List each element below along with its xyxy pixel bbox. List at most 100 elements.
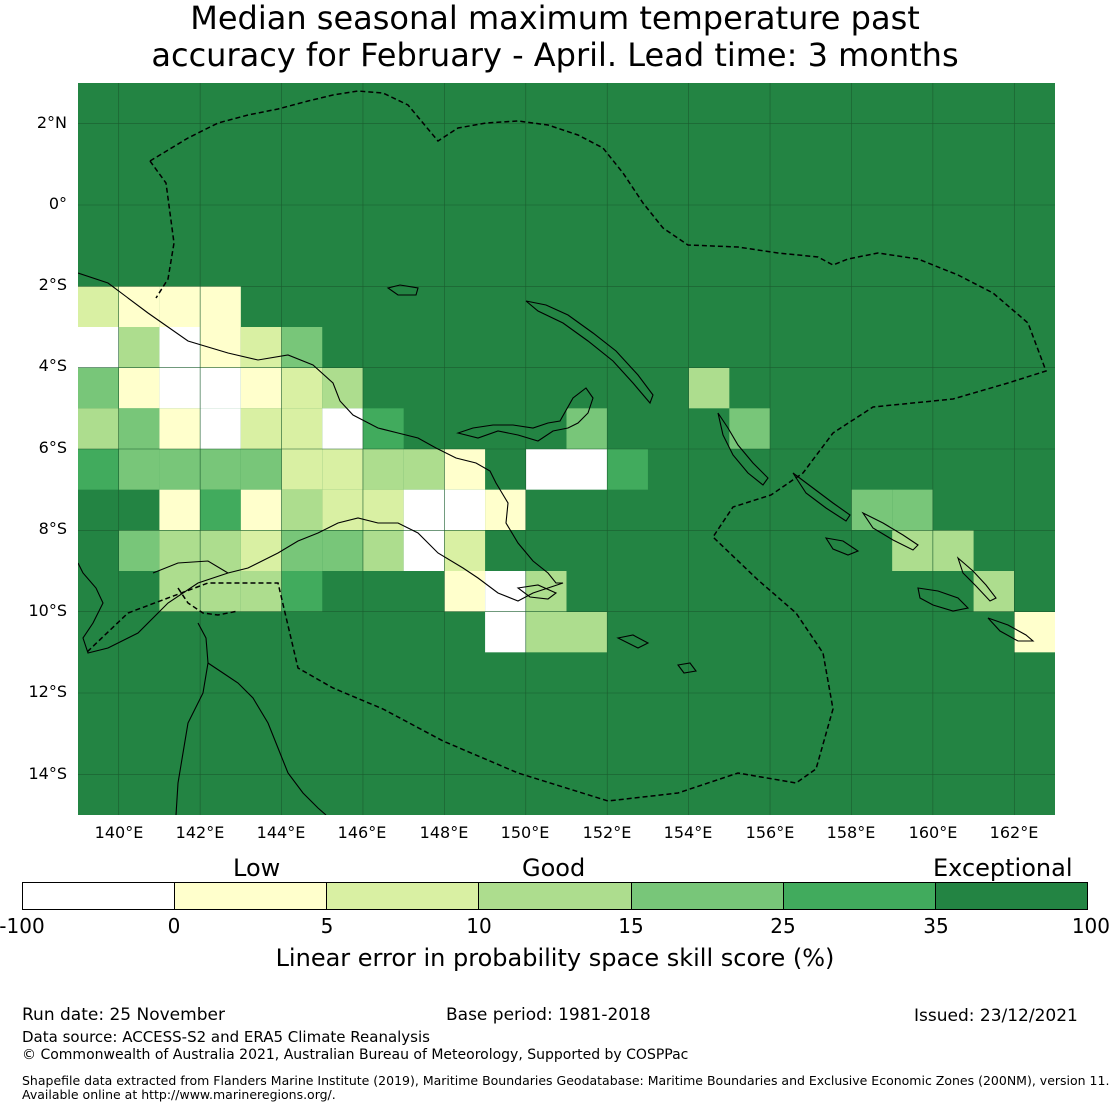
lat-tick-label: 6°S — [38, 438, 67, 457]
skill-cell — [240, 327, 282, 368]
colorbar-tick-label: 35 — [923, 914, 949, 938]
skill-cell — [159, 327, 201, 368]
skill-cell — [362, 530, 404, 571]
skill-cell — [403, 530, 445, 571]
skill-cell — [281, 571, 323, 612]
skill-cell — [200, 489, 241, 531]
coastline-cape-york-east — [207, 662, 327, 815]
skill-cell — [200, 530, 241, 571]
skill-cell — [932, 530, 974, 571]
lon-tick-label: 152°E — [582, 823, 632, 842]
skill-cell — [851, 489, 893, 531]
skill-cell — [485, 571, 526, 612]
lat-tick-label: 12°S — [28, 682, 67, 701]
skill-cell — [322, 449, 363, 490]
coastline-manus — [386, 284, 419, 296]
coastline-bougainville — [717, 412, 769, 486]
skill-cell — [240, 489, 282, 531]
skill-cell — [322, 489, 363, 531]
skill-cell — [362, 449, 404, 490]
skill-cell — [78, 327, 119, 368]
skill-cell — [200, 408, 241, 449]
lat-tick-label: 8°S — [38, 519, 67, 538]
skill-cell — [362, 408, 404, 449]
coastline-new-ireland — [525, 300, 654, 405]
skill-cell — [159, 489, 201, 531]
colorbar-segment — [23, 883, 176, 909]
coastline-dentrecasteaux — [516, 584, 558, 600]
lon-tick-label: 144°E — [256, 823, 306, 842]
skill-cell — [240, 571, 282, 612]
skill-cell — [729, 408, 771, 449]
lon-tick-label: 150°E — [500, 823, 550, 842]
skill-cell — [525, 611, 567, 653]
coastline-choiseul — [792, 472, 851, 522]
colorbar-tick-label: 15 — [618, 914, 644, 938]
skill-cell — [159, 449, 201, 490]
legend-category-low: Low — [233, 854, 281, 882]
graticule — [78, 83, 1055, 815]
eez-png-west — [149, 160, 175, 299]
skill-cell — [200, 571, 241, 612]
chart-title-line-1: Median seasonal maximum temperature past — [190, 0, 920, 37]
skill-cell — [118, 408, 160, 449]
colorbar-tick-label: 25 — [770, 914, 796, 938]
lon-tick-label: 154°E — [663, 823, 713, 842]
skill-cell — [78, 286, 119, 327]
skill-cell — [973, 571, 1015, 612]
colorbar — [22, 882, 1088, 910]
colorbar-tick-label: 5 — [320, 914, 334, 938]
skill-cell — [566, 611, 608, 653]
lon-tick-label: 158°E — [826, 823, 876, 842]
coastline-makira — [987, 617, 1035, 642]
lat-tick-label: 14°S — [28, 764, 67, 783]
run-date: Run date: 25 November — [22, 1005, 225, 1025]
colorbar-tick-label: -100 — [0, 914, 45, 938]
colorbar-axis-label: Linear error in probability space skill … — [275, 944, 835, 972]
skill-cell — [240, 530, 282, 571]
lon-tick-label: 140°E — [94, 823, 144, 842]
lat-tick-label: 0° — [48, 194, 67, 213]
skill-cell — [485, 489, 526, 531]
skill-cell — [118, 327, 160, 368]
shapefile-credit-line-2: Available online at http://www.marinereg… — [22, 1087, 336, 1102]
skill-cell — [322, 408, 363, 449]
skill-cell — [240, 449, 282, 490]
colorbar-segment — [783, 883, 936, 909]
skill-cell — [403, 449, 445, 490]
skill-cell — [485, 611, 526, 653]
shapefile-credit-line-1: Shapefile data extracted from Flanders M… — [22, 1073, 1110, 1088]
skill-cell — [362, 489, 404, 531]
skill-cell — [159, 408, 201, 449]
skill-cell — [240, 367, 282, 409]
skill-cell — [118, 367, 160, 409]
chart-title-line-2: accuracy for February - April. Lead time… — [151, 36, 959, 74]
eez-png-outer — [85, 90, 1047, 802]
skill-cell — [322, 367, 363, 409]
eez-boundaries — [85, 90, 1047, 802]
colorbar-tick-label: 10 — [466, 914, 492, 938]
skill-cell — [159, 530, 201, 571]
lat-tick-label: 4°S — [38, 356, 67, 375]
skill-cell — [159, 286, 201, 327]
skill-cell — [444, 571, 486, 612]
lat-tick-label: 2°N — [36, 113, 67, 132]
lon-tick-label: 148°E — [419, 823, 469, 842]
skill-cell — [444, 489, 486, 531]
skill-cell — [322, 530, 363, 571]
skill-cell — [281, 327, 323, 368]
coastline-louisiades — [616, 634, 697, 674]
skill-cell — [118, 530, 160, 571]
coastline-malaita — [956, 556, 997, 602]
skill-cell — [281, 489, 323, 531]
base-period: Base period: 1981-2018 — [446, 1005, 651, 1025]
lon-tick-label: 162°E — [989, 823, 1039, 842]
legend-category-good: Good — [522, 854, 586, 882]
skill-cell — [118, 449, 160, 490]
skill-cell — [525, 571, 567, 612]
skill-cell — [688, 367, 730, 409]
skill-cells — [78, 286, 1055, 653]
skill-cell — [403, 489, 445, 531]
colorbar-tick-label: 100 — [1071, 914, 1110, 938]
eez-torres-strait — [177, 587, 239, 616]
